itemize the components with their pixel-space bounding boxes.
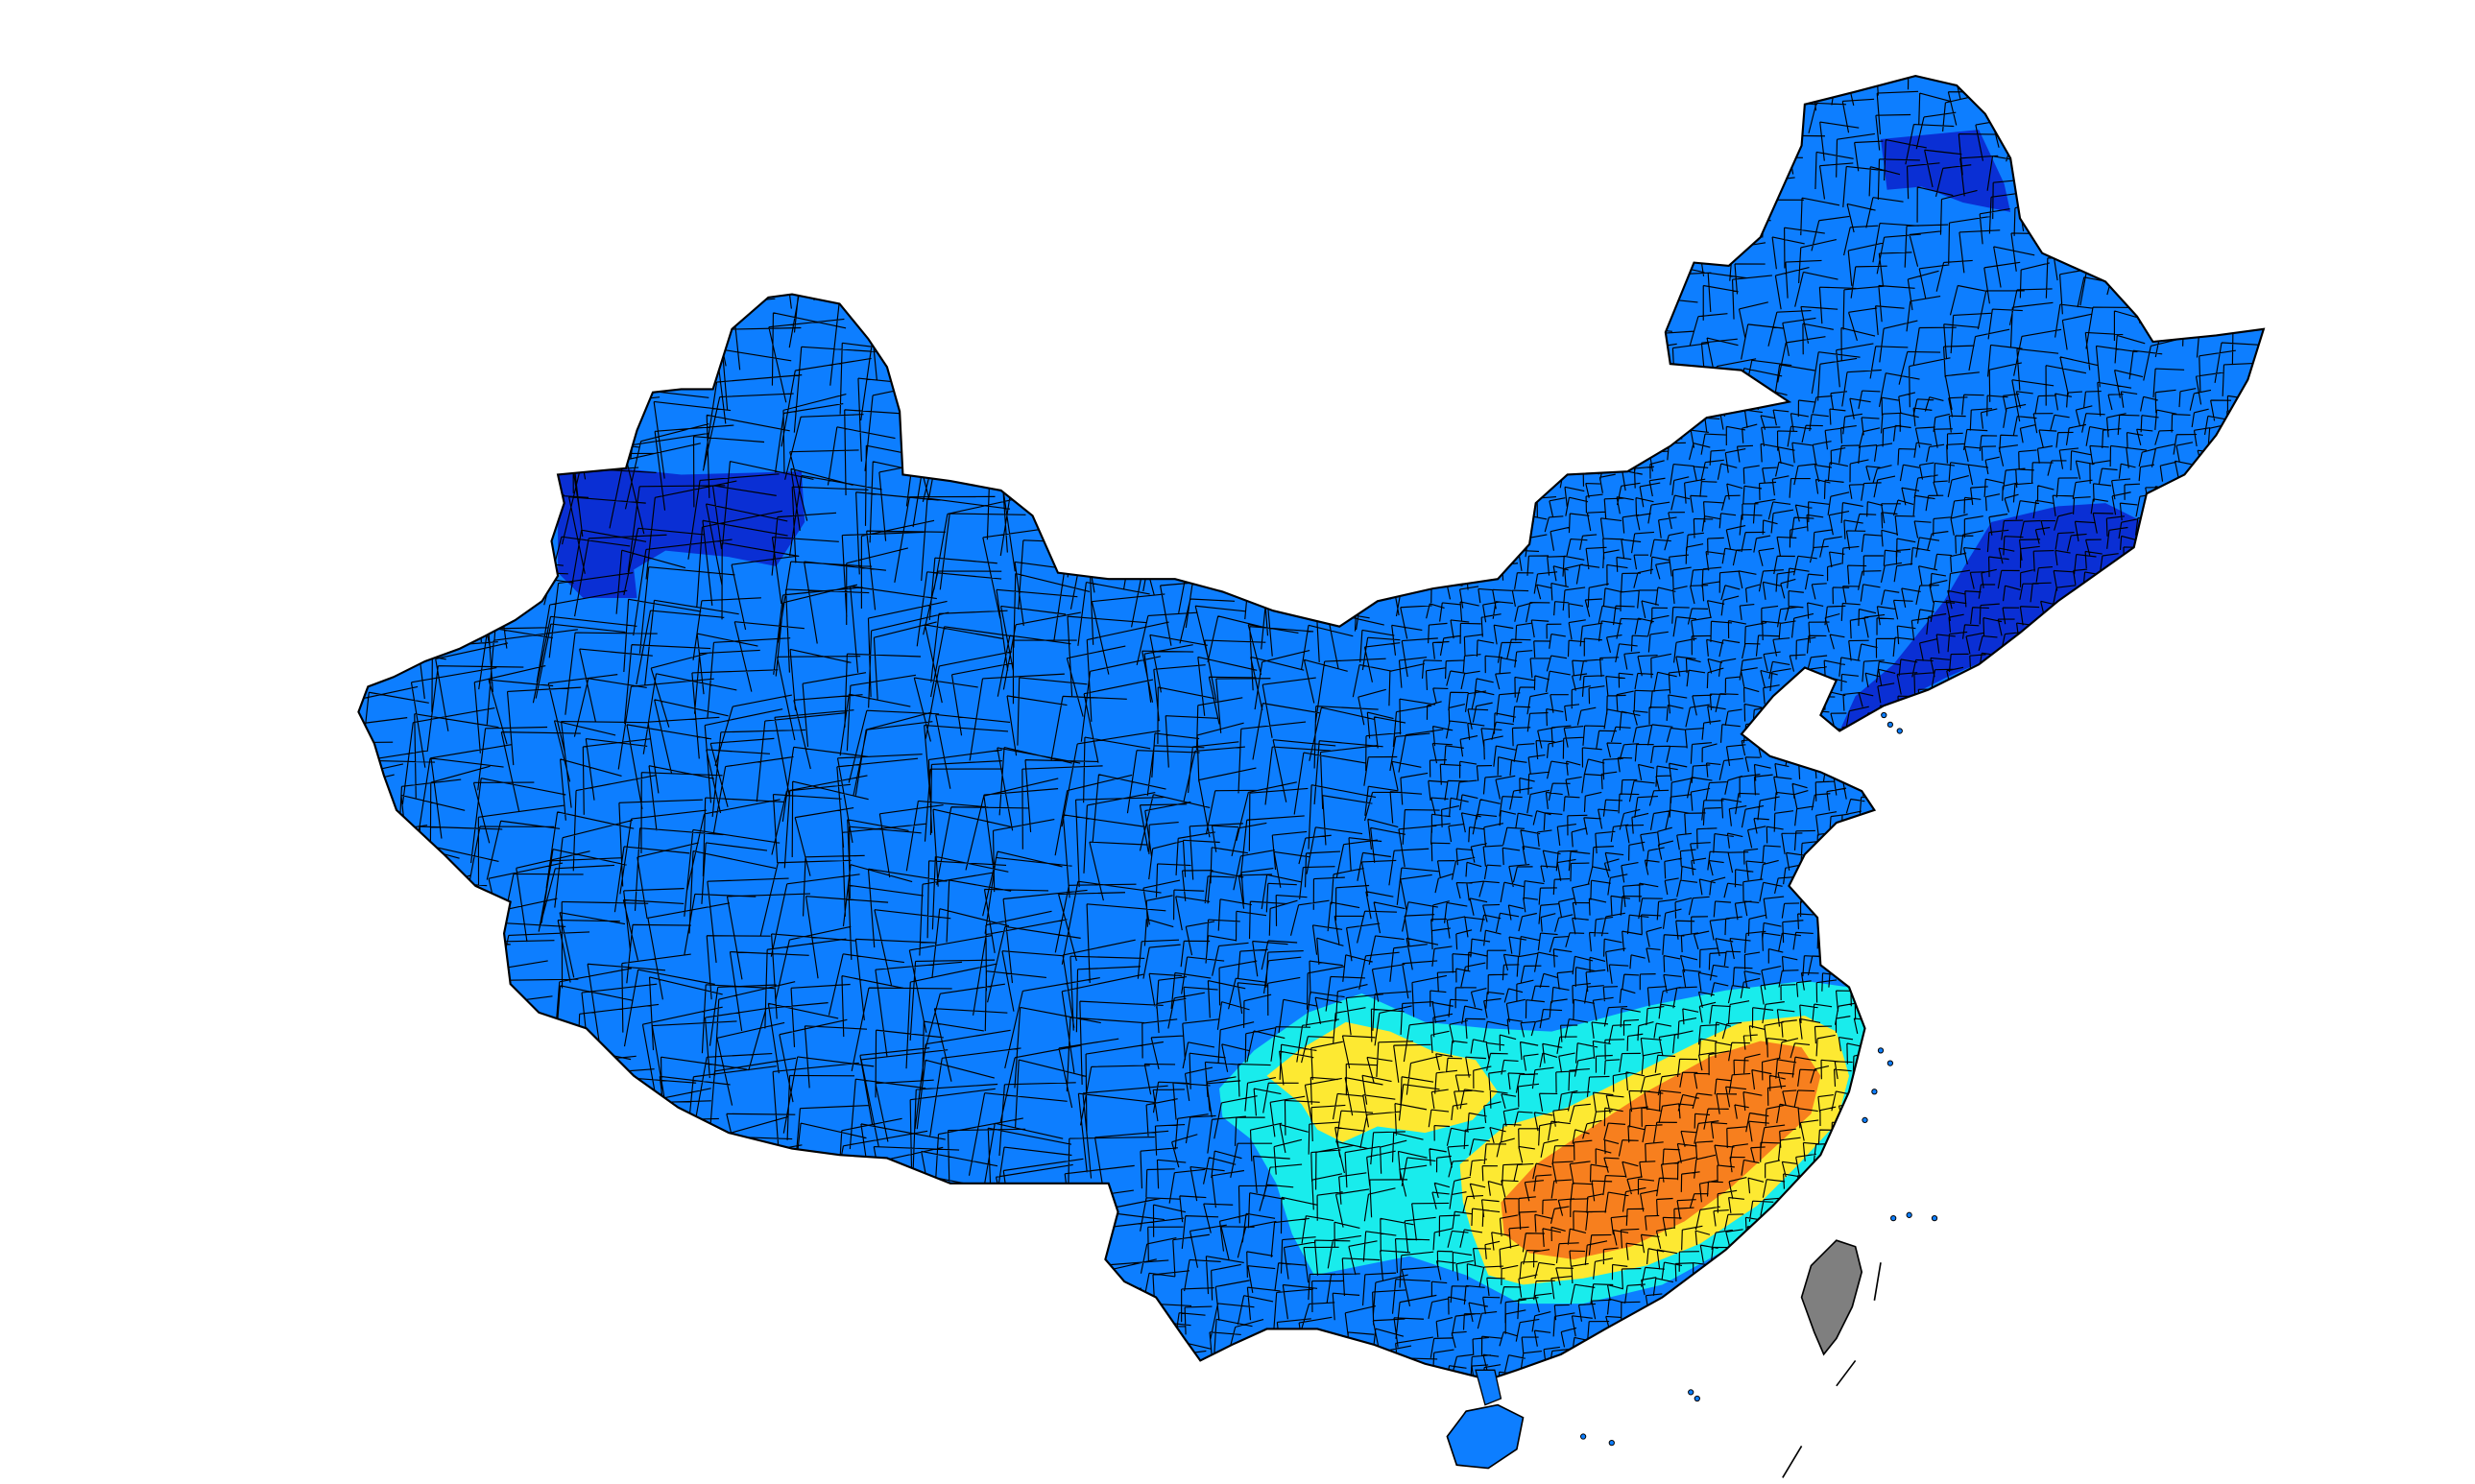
islet (1877, 1047, 1885, 1054)
islet (1906, 1211, 1912, 1218)
taiwan-island (1800, 1239, 1863, 1356)
dark-zone-heilongjiang (1880, 130, 2011, 212)
islet (1862, 1116, 1868, 1124)
leizhou-peninsula (1475, 1369, 1502, 1406)
hainan-island (1446, 1403, 1525, 1470)
orange-zone-core (1501, 1041, 1821, 1259)
islet (1579, 1433, 1587, 1440)
islet (1881, 711, 1887, 719)
islet (1871, 1089, 1878, 1095)
south-china-sea-dashes (1782, 1262, 1882, 1478)
islet (1890, 1214, 1897, 1222)
mainland-china-outline (357, 75, 2266, 1381)
coastal-islets (1579, 711, 1938, 1447)
islet (1896, 728, 1903, 734)
islet (1886, 721, 1894, 729)
yellow-zone-west (1266, 1021, 1499, 1142)
islet (1886, 1060, 1894, 1066)
islet (1688, 1389, 1694, 1396)
islet (1931, 1214, 1938, 1222)
islet (1694, 1395, 1700, 1402)
islet (1608, 1440, 1615, 1447)
